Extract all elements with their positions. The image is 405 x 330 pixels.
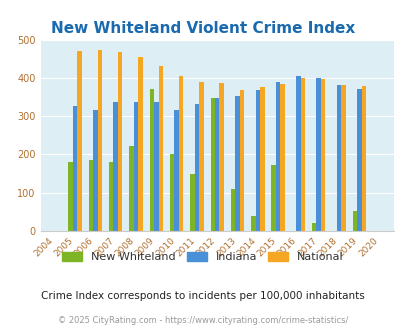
Bar	[109, 162, 113, 231]
Bar	[88, 160, 93, 231]
Bar	[118, 52, 122, 231]
Bar	[68, 162, 73, 231]
Bar	[138, 57, 142, 231]
Bar	[340, 85, 345, 231]
Bar	[259, 87, 264, 231]
Text: Crime Index corresponds to incidents per 100,000 inhabitants: Crime Index corresponds to incidents per…	[41, 291, 364, 301]
Bar	[250, 216, 255, 231]
Bar	[158, 66, 162, 231]
Bar	[73, 106, 77, 231]
Bar	[230, 189, 234, 231]
Bar	[352, 211, 356, 231]
Bar	[93, 110, 98, 231]
Bar	[199, 82, 203, 231]
Bar	[219, 83, 224, 231]
Bar	[356, 89, 361, 231]
Bar	[170, 154, 174, 231]
Bar	[300, 78, 305, 231]
Bar	[77, 51, 81, 231]
Bar	[149, 89, 154, 231]
Bar	[178, 76, 183, 231]
Bar	[275, 82, 279, 231]
Bar	[320, 79, 325, 231]
Bar	[361, 86, 365, 231]
Bar	[129, 146, 134, 231]
Bar	[235, 96, 239, 231]
Bar	[311, 223, 316, 231]
Bar	[271, 165, 275, 231]
Bar	[336, 85, 341, 231]
Bar	[210, 98, 215, 231]
Bar	[255, 90, 260, 231]
Bar	[316, 78, 320, 231]
Bar	[190, 174, 194, 231]
Bar	[98, 50, 102, 231]
Bar	[239, 90, 244, 231]
Bar	[154, 102, 158, 231]
Bar	[194, 104, 199, 231]
Bar	[113, 102, 118, 231]
Bar	[215, 98, 219, 231]
Text: New Whiteland Violent Crime Index: New Whiteland Violent Crime Index	[51, 21, 354, 36]
Bar	[279, 84, 284, 231]
Bar	[134, 102, 138, 231]
Bar	[174, 111, 178, 231]
Legend: New Whiteland, Indiana, National: New Whiteland, Indiana, National	[58, 248, 347, 267]
Bar	[296, 76, 300, 231]
Text: © 2025 CityRating.com - https://www.cityrating.com/crime-statistics/: © 2025 CityRating.com - https://www.city…	[58, 316, 347, 325]
